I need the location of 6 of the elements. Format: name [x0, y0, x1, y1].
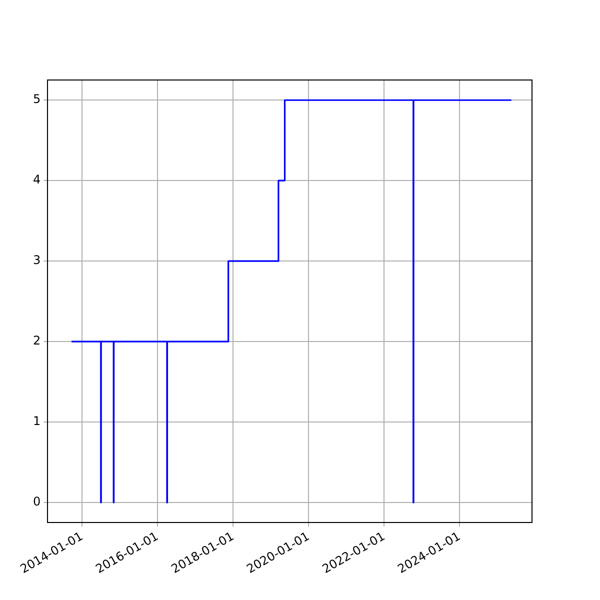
y-tick-label: 2	[32, 334, 41, 348]
y-tick-label: 1	[32, 414, 41, 428]
y-tick-label: 4	[32, 172, 41, 187]
y-tick-label: 0	[32, 494, 41, 509]
y-tick-label: 5	[32, 92, 41, 106]
y-tick-label: 3	[32, 253, 41, 268]
